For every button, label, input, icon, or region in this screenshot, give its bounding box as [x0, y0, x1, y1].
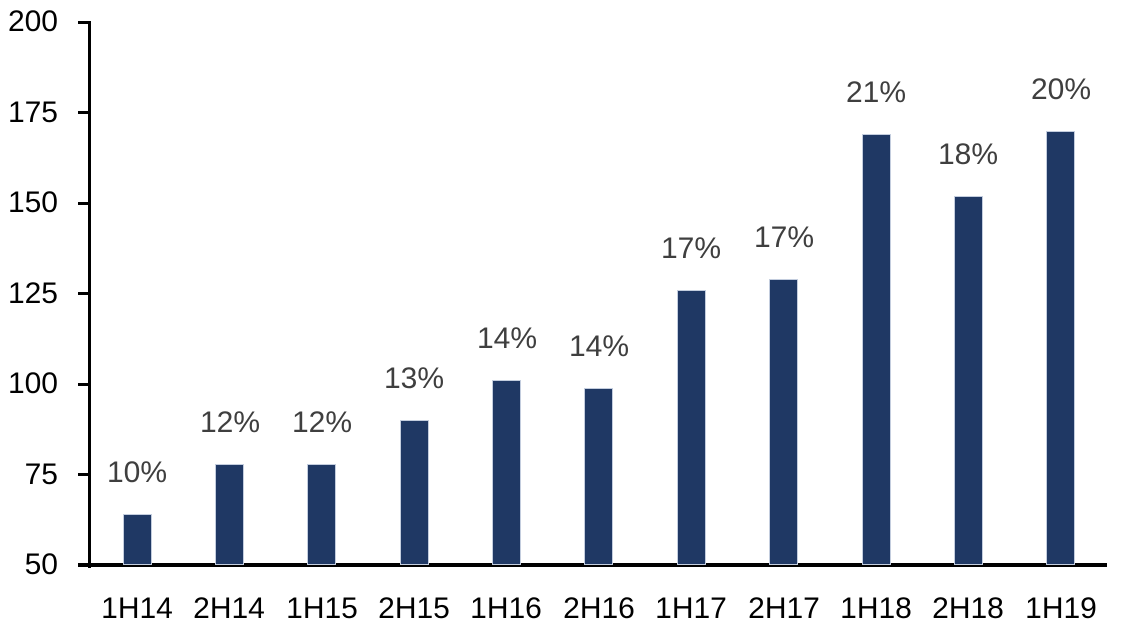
x-axis-category-label: 2H14 [193, 592, 265, 625]
bar-value-label: 17% [660, 231, 722, 265]
bar-2h14 [215, 463, 244, 565]
y-axis-tick [78, 111, 91, 114]
y-axis-tick [78, 201, 91, 205]
y-axis-tick [78, 563, 91, 567]
bar-1h14 [123, 514, 152, 565]
bar-1h15 [307, 463, 336, 565]
bar-1h18 [862, 134, 891, 565]
y-axis-tick [78, 20, 91, 24]
bar-value-label: 20% [1030, 72, 1092, 106]
bar-value-label: 17% [753, 221, 815, 255]
bar-value-label: 12% [291, 405, 353, 439]
y-axis-tick-label: 50 [24, 548, 58, 581]
x-axis-category-label: 1H16 [470, 592, 542, 625]
bar-1h17 [677, 289, 706, 565]
x-axis-category-label: 1H19 [1025, 592, 1097, 625]
bar-value-label: 18% [937, 137, 999, 171]
y-axis-tick-label: 75 [24, 457, 58, 491]
x-axis-category-label: 1H18 [840, 592, 912, 625]
bar-2h18 [954, 195, 983, 565]
y-axis-tick-label: 150 [7, 186, 58, 219]
x-axis-category-label: 1H17 [655, 592, 727, 625]
bar-value-label: 21% [845, 76, 907, 110]
bar-value-label: 13% [383, 362, 445, 396]
bar-1h19 [1046, 130, 1075, 565]
bar-value-label: 14% [568, 329, 630, 363]
bar-value-label: 12% [199, 405, 261, 439]
y-axis-tick-label: 100 [7, 367, 58, 400]
x-axis-line [78, 563, 1107, 567]
bar-2h16 [584, 387, 613, 565]
y-axis-tick-label: 200 [7, 5, 58, 38]
y-axis-tick-label: 175 [7, 95, 58, 129]
x-axis-category-label: 1H15 [286, 592, 358, 625]
bar-2h17 [769, 279, 798, 565]
y-axis-tick [78, 292, 91, 295]
x-axis-category-label: 2H16 [563, 592, 635, 625]
bar-1h16 [492, 380, 521, 565]
bar-value-label: 10% [106, 456, 168, 490]
x-axis-category-label: 2H18 [932, 592, 1004, 625]
x-axis-category-label: 2H15 [378, 592, 450, 625]
x-axis-category-label: 1H14 [101, 592, 173, 625]
x-axis-category-label: 2H17 [748, 592, 820, 625]
y-axis-tick-label: 125 [7, 276, 58, 310]
y-axis-tick [78, 473, 91, 476]
bar-2h15 [400, 420, 429, 565]
y-axis-tick [78, 382, 91, 386]
bar-value-label: 14% [476, 322, 538, 356]
